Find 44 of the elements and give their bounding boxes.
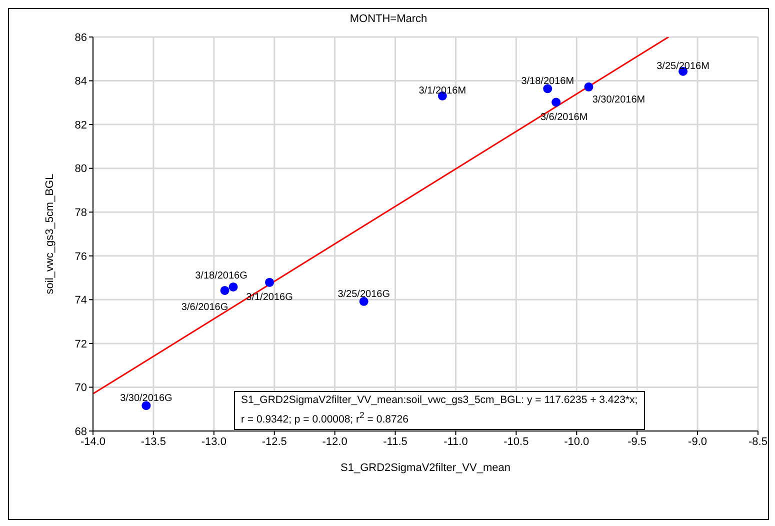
point <box>220 286 230 295</box>
y-tick-label: 72 <box>74 338 87 350</box>
x-tick-label: -10.0 <box>564 436 590 448</box>
point <box>228 282 238 292</box>
x-tick-label: -9.5 <box>628 436 647 448</box>
y-tick-label: 70 <box>74 382 87 394</box>
annotation: 3/30/2016G <box>120 393 173 404</box>
x-tick-label: -9.0 <box>688 436 708 448</box>
annotation: 3/1/2016M <box>418 85 466 96</box>
annotation: 3/30/2016M <box>592 94 646 106</box>
y-tick-label: 78 <box>74 207 87 220</box>
y-tick-label: 68 <box>74 426 87 438</box>
x-tick-label: -13.0 <box>201 436 226 448</box>
annotation: 3/1/2016G <box>246 292 294 303</box>
annotation: 3/25/2016G <box>338 288 390 300</box>
point <box>142 401 151 410</box>
x-tick-label: -12.5 <box>262 436 287 448</box>
y-axis-title: soil_vwc_gs3_5cm_BGL <box>44 174 56 294</box>
y-tick-label: 76 <box>74 250 87 263</box>
x-tick-label: -13.5 <box>140 436 166 448</box>
annotation: 3/25/2016M <box>656 60 710 72</box>
y-tick-label: 74 <box>74 294 87 307</box>
point <box>543 84 552 94</box>
y-tick-label: 86 <box>74 32 87 44</box>
annotation: 3/18/2016M <box>521 76 574 88</box>
x-tick-label: -8.5 <box>748 436 768 448</box>
point <box>265 278 274 287</box>
annotation: r = 0.9342; p = 0.00008; r$^{2}$ = 0.8726 <box>241 409 410 428</box>
x-tick-label: -11.5 <box>383 436 408 448</box>
x-tick-label: -12.0 <box>322 436 348 448</box>
y-tick-label: 84 <box>74 76 87 88</box>
x-tick-label: -14.0 <box>80 436 106 448</box>
annotation: S1_GRD2SigmaV2filter_VV_mean:soil_vwc_gs3_5cm_BGL: y = 117.6235 + 3.423*x; <box>241 393 638 408</box>
annotation: 3/6/2016G <box>181 302 228 314</box>
annotation: 3/6/2016M <box>540 112 588 123</box>
point <box>552 98 561 107</box>
x-axis-title: S1_GRD2SigmaV2filter_VV_mean <box>340 462 510 474</box>
y-tick-label: 82 <box>74 119 87 132</box>
annotation: 3/18/2016G <box>195 270 248 282</box>
y-tick-label: 80 <box>74 163 87 176</box>
x-tick-label: -10.5 <box>504 436 529 448</box>
chart-title: MONTH=March <box>348 13 428 25</box>
x-tick-label: -11.0 <box>444 436 468 448</box>
point <box>584 82 594 92</box>
